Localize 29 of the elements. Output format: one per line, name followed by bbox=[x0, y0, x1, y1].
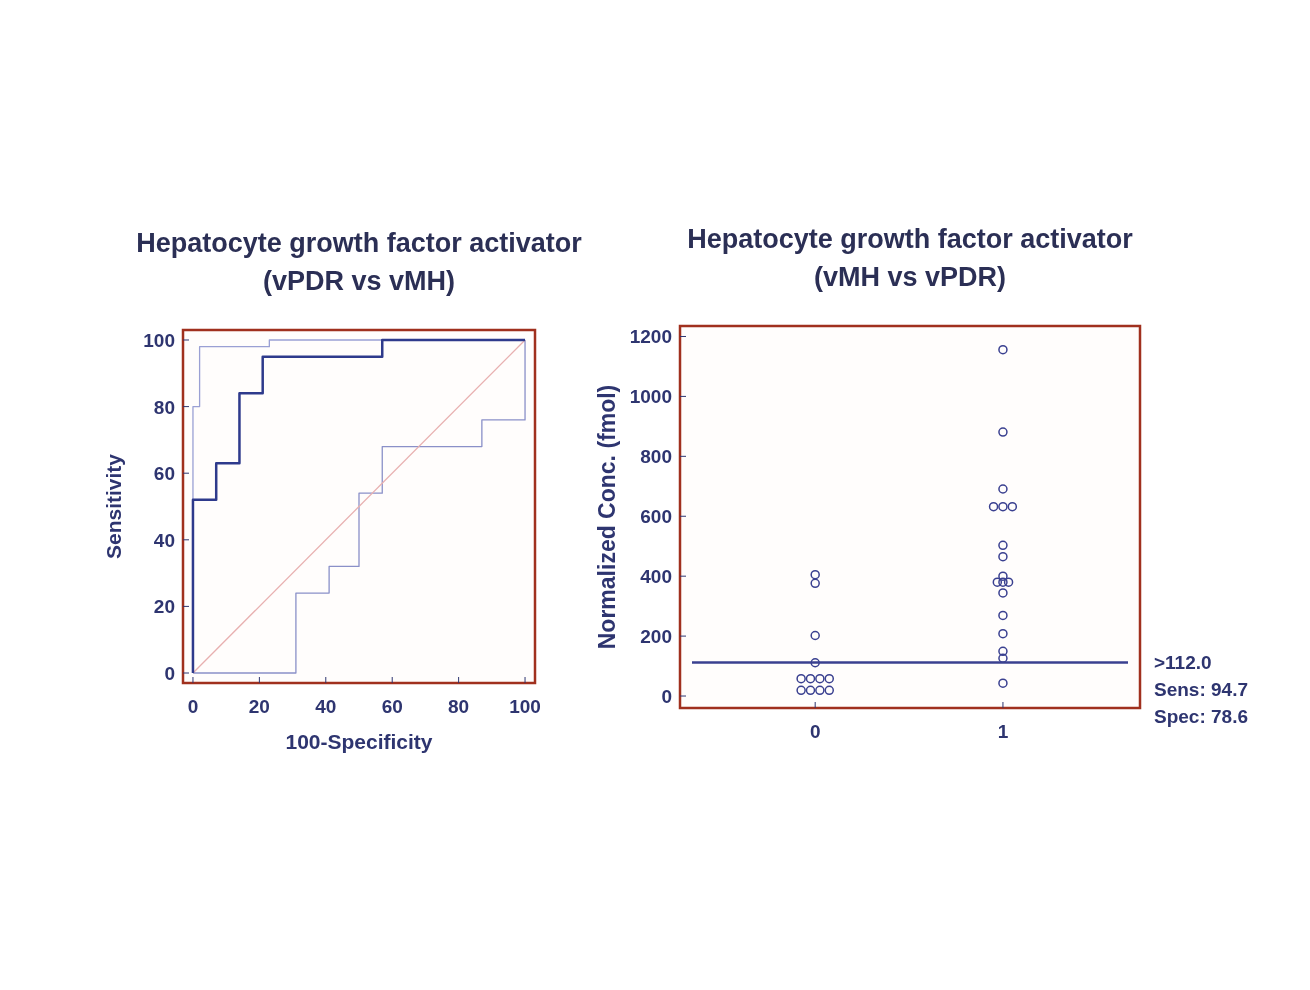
y-axis-title: Sensitivity bbox=[102, 453, 125, 560]
y-tick-label: 40 bbox=[153, 529, 175, 551]
text: Sens: 94.7 bbox=[1154, 679, 1248, 701]
x-tick-label: 40 bbox=[315, 696, 337, 717]
x-tick-label: 1 bbox=[997, 721, 1009, 742]
x-tick-label: 80 bbox=[448, 696, 470, 717]
x-tick-label: 100 bbox=[509, 696, 541, 717]
y-tick-label: 60 bbox=[153, 463, 175, 485]
y-tick-label: 1200 bbox=[629, 326, 672, 348]
y-tick-label: 0 bbox=[164, 663, 175, 685]
chart-subtitle: (vPDR vs vMH) bbox=[262, 266, 456, 296]
text: Spec: 78.6 bbox=[1154, 706, 1248, 728]
y-tick-label: 200 bbox=[640, 626, 672, 648]
chart-subtitle: (vMH vs vPDR) bbox=[813, 262, 1007, 292]
y-tick-label: 20 bbox=[153, 596, 175, 618]
y-tick-label: 1000 bbox=[629, 386, 672, 408]
y-tick-label: 800 bbox=[640, 446, 672, 468]
y-tick-label: 100 bbox=[143, 329, 175, 351]
chart-title: Hepatocyte growth factor activator bbox=[687, 224, 1134, 254]
x-tick-label: 20 bbox=[248, 696, 270, 717]
y-axis-title: Normalized Conc. (fmol) bbox=[594, 384, 620, 650]
x-tick-label: 0 bbox=[187, 696, 199, 717]
y-tick-label: 600 bbox=[640, 506, 672, 528]
y-tick-label: 400 bbox=[640, 566, 672, 588]
x-tick-label: 60 bbox=[381, 696, 403, 717]
ref-line-label: >112.0 bbox=[1154, 652, 1212, 674]
chart-title: Hepatocyte growth factor activator bbox=[136, 228, 583, 258]
x-axis-title: 100-Specificity bbox=[285, 730, 433, 753]
y-tick-label: 80 bbox=[153, 396, 175, 418]
